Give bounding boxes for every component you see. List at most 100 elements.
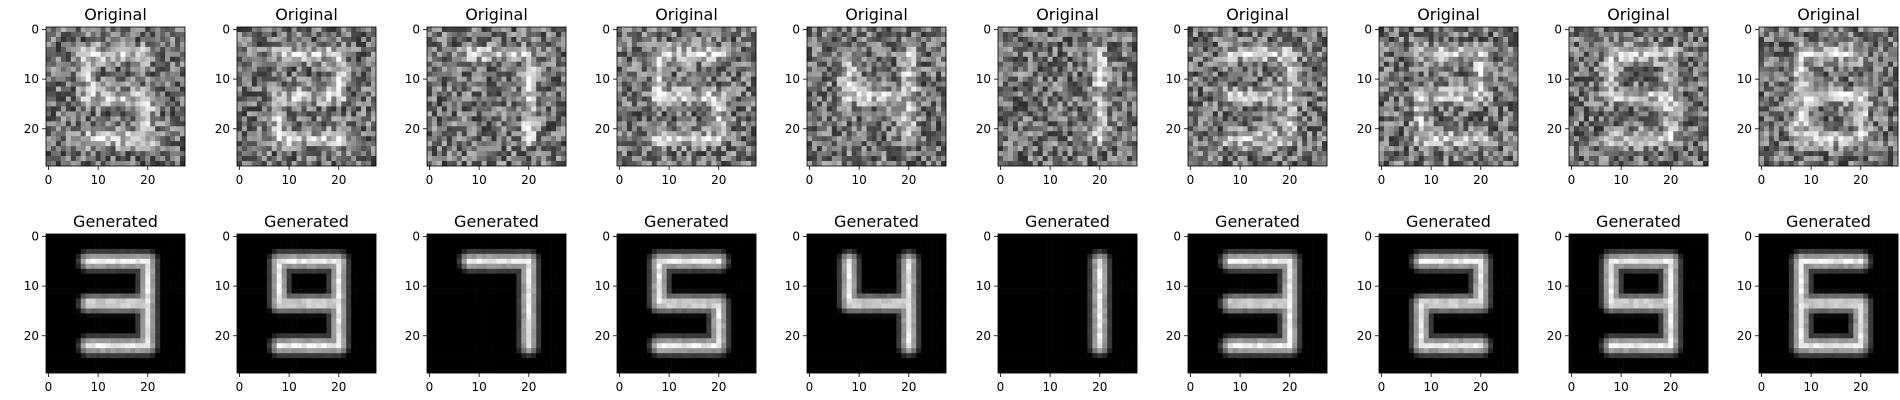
original-panel-3: Original 0 10 20 0 10 20 (405, 5, 567, 187)
x-tick-label: 10 (1042, 380, 1057, 394)
y-tick-label: 20 (1357, 122, 1372, 136)
axes-frame (1187, 26, 1328, 167)
y-tick-label: 20 (976, 122, 991, 136)
y-tick-label: 20 (1547, 329, 1562, 343)
x-tick-label: 20 (1853, 173, 1868, 187)
panel-title: Original (1036, 5, 1099, 24)
x-tick-label: 20 (1663, 380, 1678, 394)
y-tick-label: 0 (1173, 229, 1181, 243)
x-tick-label: 10 (1232, 380, 1247, 394)
x-tick-label: 20 (1663, 173, 1678, 187)
x-tick-label: 10 (471, 380, 486, 394)
y-tick-label: 20 (1737, 122, 1752, 136)
generated-panel-7: Generated 0 10 20 0 10 20 (1166, 212, 1328, 394)
original-panel-2: Original 0 10 20 0 10 20 (215, 5, 377, 187)
axes-frame (997, 26, 1138, 167)
axes-frame (1758, 26, 1899, 167)
x-tick-label: 20 (521, 380, 536, 394)
y-tick-label: 20 (785, 329, 800, 343)
panel-title: Generated (1406, 212, 1491, 231)
y-tick-label: 10 (785, 72, 800, 86)
y-tick-label: 20 (595, 329, 610, 343)
x-tick-label: 20 (711, 173, 726, 187)
x-tick-label: 0 (236, 173, 244, 187)
y-tick-label: 20 (976, 329, 991, 343)
generated-panel-10: Generated 0 10 20 0 10 20 (1737, 212, 1899, 394)
y-tick-label: 10 (215, 279, 230, 293)
x-tick-label: 10 (1613, 173, 1628, 187)
y-tick-label: 0 (412, 22, 420, 36)
x-tick-label: 10 (1423, 380, 1438, 394)
axes-frame (1568, 233, 1709, 374)
axes-frame (45, 26, 186, 167)
generated-panel-3: Generated 0 10 20 0 10 20 (405, 212, 567, 394)
y-tick-label: 20 (215, 329, 230, 343)
x-tick-label: 10 (281, 380, 296, 394)
y-tick-label: 20 (24, 122, 39, 136)
y-tick-label: 0 (602, 22, 610, 36)
x-tick-label: 0 (236, 380, 244, 394)
x-tick-label: 0 (1187, 173, 1195, 187)
y-tick-label: 10 (1737, 72, 1752, 86)
y-tick-label: 0 (1744, 229, 1752, 243)
y-tick-label: 10 (976, 279, 991, 293)
original-panel-9: Original 0 10 20 0 10 20 (1547, 5, 1709, 187)
panel-title: Generated (644, 212, 729, 231)
x-tick-label: 10 (1232, 173, 1247, 187)
axes-frame (806, 233, 947, 374)
axes-frame (616, 26, 757, 167)
x-tick-label: 10 (1423, 173, 1438, 187)
y-tick-label: 0 (983, 22, 991, 36)
y-tick-label: 0 (1554, 22, 1562, 36)
y-tick-label: 10 (976, 72, 991, 86)
axes-frame (616, 233, 757, 374)
axes-frame (1378, 233, 1519, 374)
x-tick-label: 20 (1282, 173, 1297, 187)
y-tick-label: 20 (595, 122, 610, 136)
original-panel-6: Original 0 10 20 0 10 20 (976, 5, 1138, 187)
y-tick-label: 10 (1357, 279, 1372, 293)
panel-title: Generated (1025, 212, 1110, 231)
y-tick-label: 10 (1357, 72, 1372, 86)
y-tick-label: 10 (215, 72, 230, 86)
panel-title: Original (84, 5, 147, 24)
y-tick-label: 20 (785, 122, 800, 136)
x-tick-label: 0 (1568, 380, 1576, 394)
y-tick-label: 20 (24, 329, 39, 343)
axes-frame (45, 233, 186, 374)
axes-frame (426, 233, 567, 374)
y-tick-label: 10 (24, 279, 39, 293)
x-tick-label: 20 (140, 380, 155, 394)
generated-panel-2: Generated 0 10 20 0 10 20 (215, 212, 377, 394)
panel-title: Generated (454, 212, 539, 231)
x-tick-label: 0 (1568, 173, 1576, 187)
y-tick-label: 0 (1744, 22, 1752, 36)
x-tick-label: 20 (521, 173, 536, 187)
x-tick-label: 0 (616, 173, 624, 187)
original-panel-1: Original 0 10 20 0 10 20 (24, 5, 186, 187)
x-tick-label: 10 (281, 173, 296, 187)
x-tick-label: 10 (851, 173, 866, 187)
panel-title: Original (1226, 5, 1289, 24)
panel-title: Original (465, 5, 528, 24)
x-tick-label: 20 (140, 173, 155, 187)
x-tick-label: 20 (1473, 380, 1488, 394)
x-tick-label: 20 (331, 173, 346, 187)
x-tick-label: 0 (45, 380, 53, 394)
y-tick-label: 0 (222, 22, 230, 36)
axes-frame (236, 26, 377, 167)
x-tick-label: 10 (471, 173, 486, 187)
y-tick-label: 20 (1737, 329, 1752, 343)
panel-title: Generated (264, 212, 349, 231)
axes-frame (806, 26, 947, 167)
x-tick-label: 0 (426, 380, 434, 394)
x-tick-label: 0 (1758, 380, 1766, 394)
x-tick-label: 0 (806, 173, 814, 187)
y-tick-label: 0 (602, 229, 610, 243)
y-tick-label: 0 (412, 229, 420, 243)
axes-frame (236, 233, 377, 374)
y-tick-label: 20 (405, 122, 420, 136)
y-tick-label: 20 (405, 329, 420, 343)
y-tick-label: 0 (1364, 22, 1372, 36)
